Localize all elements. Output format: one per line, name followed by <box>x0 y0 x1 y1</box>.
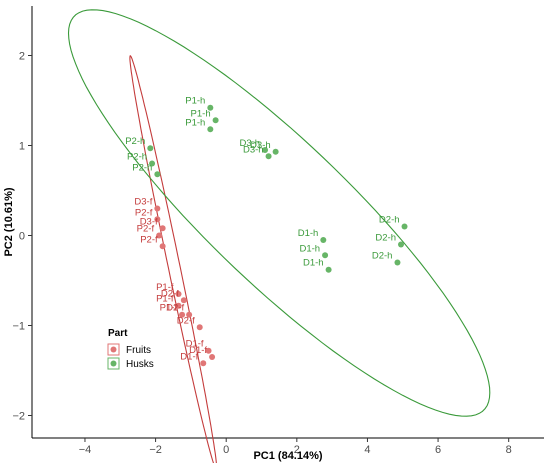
point-label: P2-h <box>127 152 147 163</box>
legend-key-dot <box>110 346 117 353</box>
legend: Part Fruits Husks <box>107 328 154 370</box>
point-label: D2-f <box>161 288 179 299</box>
point-d1-h <box>322 252 329 259</box>
x-tick-label: −2 <box>149 444 162 456</box>
point-p1-h <box>207 104 214 111</box>
data-points <box>147 104 408 367</box>
legend-entries: Fruits Husks <box>107 343 154 370</box>
point-p2-h <box>149 160 156 167</box>
legend-label-fruits: Fruits <box>126 345 151 356</box>
point-label: P1-f <box>156 294 174 305</box>
point-label: D3-h <box>239 138 260 149</box>
point-p1-h <box>207 126 214 133</box>
x-tick-label: 4 <box>364 444 370 456</box>
point-label: P1-h <box>185 96 205 107</box>
point-label: P2-h <box>125 136 145 147</box>
point-d2-f <box>186 311 193 318</box>
point-d1-f <box>205 347 212 354</box>
point-label: P2-f <box>140 234 158 245</box>
point-label: D2-h <box>372 251 393 262</box>
point-d3-h <box>262 147 269 153</box>
point-label: P2-f <box>135 207 153 218</box>
point-p1-f <box>175 302 182 309</box>
point-label: P1-h <box>191 108 211 119</box>
point-label: D1-h <box>298 228 319 239</box>
y-tick-label: 0 <box>19 231 25 243</box>
point-label: D2-h <box>375 233 396 244</box>
point-label: P1-f <box>156 282 174 293</box>
y-tick-label: −1 <box>12 321 25 333</box>
point-label: D2-f <box>166 303 184 314</box>
point-d2-h <box>397 241 404 248</box>
plot-panel <box>31 6 544 439</box>
point-labels: D3-fP2-fD3-fP2-fP2-fP1-fD2-fP1-fP1-fD2-f… <box>125 96 399 363</box>
point-label: D1-h <box>299 243 320 254</box>
legend-title: Part <box>108 328 128 339</box>
point-p2-f <box>154 216 161 223</box>
point-p1-f <box>175 291 182 297</box>
point-d2-h <box>401 223 408 230</box>
point-d2-h <box>394 259 401 266</box>
point-label: P1-h <box>185 117 205 128</box>
x-tick-label: 8 <box>506 444 512 456</box>
point-d2-f <box>196 324 203 331</box>
point-label: D1-f <box>189 345 207 356</box>
legend-key-dot <box>110 360 117 367</box>
x-tick-label: 0 <box>223 444 229 456</box>
ellipse-husks <box>67 9 491 417</box>
point-label: P2-h <box>132 162 152 173</box>
x-tick-label: 2 <box>294 444 300 456</box>
x-axis-title: PC1 (84.14%) <box>253 450 322 462</box>
point-p1-h <box>212 117 219 124</box>
y-tick-label: −2 <box>12 411 25 423</box>
point-d1-h <box>325 266 332 273</box>
confidence-ellipses <box>67 9 491 463</box>
y-axis-title: PC2 (10.61%) <box>3 187 15 256</box>
point-d3-f <box>154 205 161 212</box>
point-label: D3-h <box>243 144 264 155</box>
point-p2-h <box>154 171 161 178</box>
point-d1-f <box>209 354 216 360</box>
point-label: D2-h <box>379 215 400 226</box>
point-label: D1-f <box>180 351 198 362</box>
x-tick-label: −4 <box>79 444 92 456</box>
point-d3-f <box>159 225 166 232</box>
point-label: D1-h <box>303 258 324 269</box>
point-label: P2-f <box>137 224 155 235</box>
point-label: D2-f <box>177 315 195 326</box>
y-tick-label: 1 <box>19 141 25 153</box>
legend-label-husks: Husks <box>126 359 154 370</box>
point-d3-h <box>272 148 279 155</box>
point-label: P1-f <box>160 303 178 314</box>
y-tick-label: 2 <box>19 51 25 63</box>
ellipse-fruits <box>129 55 217 463</box>
point-d2-f <box>180 297 187 304</box>
point-d1-f <box>200 360 207 367</box>
point-p2-f <box>159 243 166 250</box>
point-label: D3-h <box>250 140 271 151</box>
point-label: D3-f <box>140 216 158 227</box>
point-d1-h <box>320 237 327 243</box>
point-label: D1-f <box>186 339 204 350</box>
axis-ticks: −4 −2 0 2 4 6 8 −2 −1 0 1 2 <box>12 51 511 457</box>
point-p2-f <box>156 232 163 239</box>
point-p1-f <box>179 311 186 318</box>
point-label: D3-f <box>134 197 152 208</box>
point-p2-h <box>147 145 154 152</box>
x-tick-label: 6 <box>435 444 441 456</box>
point-d3-h <box>265 153 272 160</box>
